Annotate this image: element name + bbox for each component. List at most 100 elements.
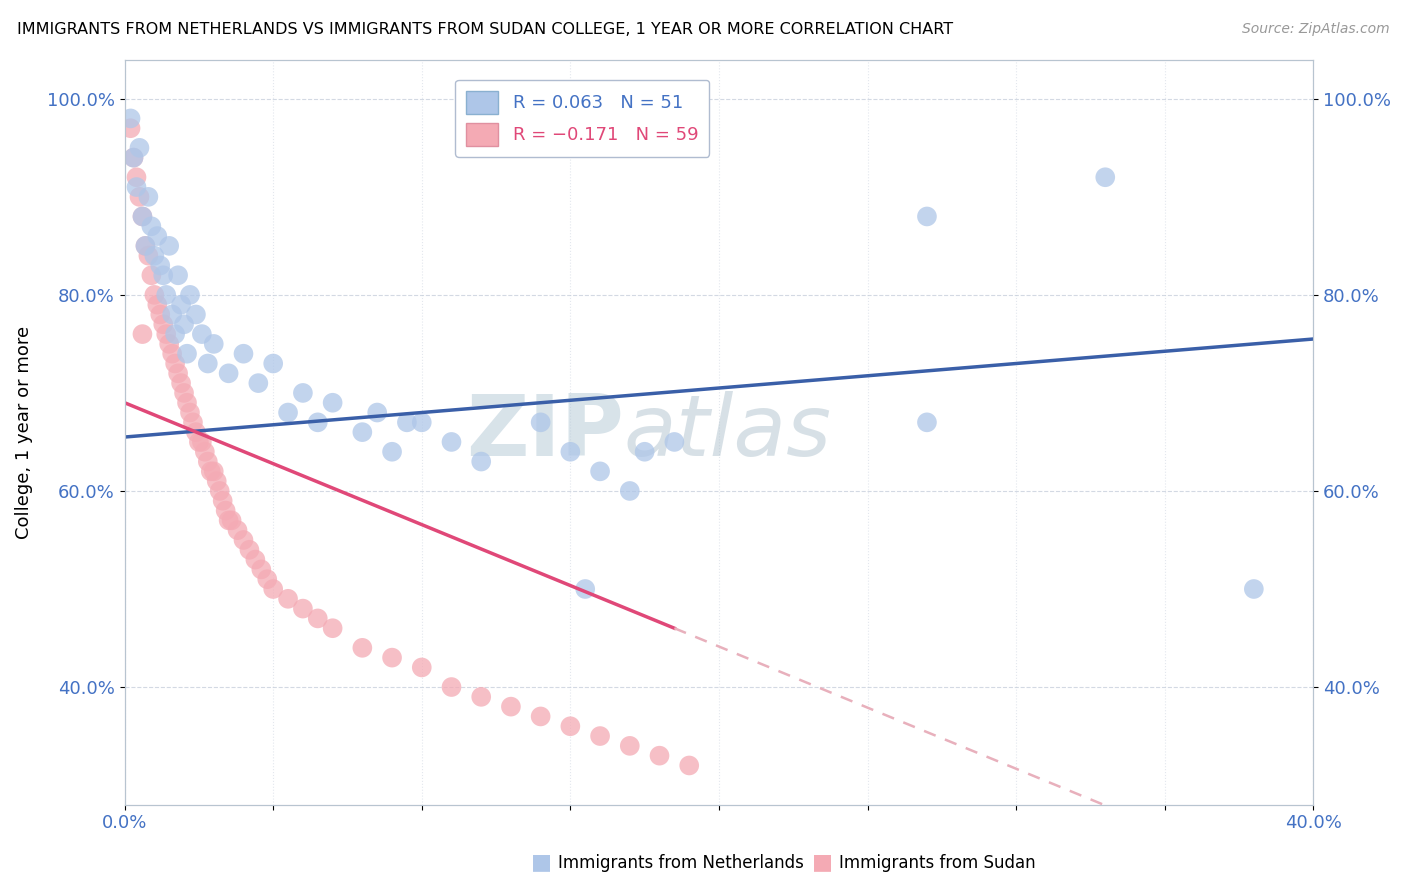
Point [176,395,198,409]
Point [128,141,150,155]
Legend: R = 0.063   N = 51, R = −0.171   N = 59: R = 0.063 N = 51, R = −0.171 N = 59 [456,79,710,157]
Point [131,327,153,342]
Point [134,239,156,253]
Point [160,347,183,361]
Point [146,298,169,312]
Point [131,210,153,224]
Point [247,376,270,391]
Point [170,376,193,391]
Point [202,464,225,478]
Point [232,347,254,361]
Point [157,239,180,253]
Point [250,562,273,576]
Point [173,385,195,400]
Text: atlas: atlas [624,391,832,474]
Point [152,318,174,332]
Point [395,415,418,429]
Point [915,415,938,429]
Point [152,268,174,283]
Point [200,464,222,478]
Point [221,513,243,527]
Point [176,347,198,361]
Text: Source: ZipAtlas.com: Source: ZipAtlas.com [1241,22,1389,37]
Point [262,582,284,596]
Point [138,249,160,263]
Point [619,739,641,753]
Point [194,444,217,458]
Point [589,729,612,743]
Point [291,385,314,400]
Point [157,337,180,351]
Point [187,434,209,449]
Point [155,288,177,302]
Point [352,640,374,655]
Point [381,444,404,458]
Point [143,288,166,302]
Point [470,454,492,468]
Point [184,425,207,439]
Point [232,533,254,547]
Point [440,434,463,449]
Point [499,699,522,714]
Text: Immigrants from Netherlands: Immigrants from Netherlands [558,855,804,872]
Point [149,259,172,273]
Point [411,660,433,674]
Point [179,405,201,419]
Point [202,337,225,351]
Point [184,308,207,322]
Text: ■: ■ [813,853,832,872]
Point [191,434,214,449]
Point [560,719,582,733]
Point [122,151,145,165]
Point [181,415,204,429]
Point [143,249,166,263]
Point [530,709,553,723]
Point [307,611,329,625]
Point [179,288,201,302]
Point [307,415,329,429]
Point [245,552,267,566]
Point [160,308,183,322]
Point [381,650,404,665]
Point [218,367,240,381]
Point [560,444,582,458]
Y-axis label: College, 1 year or more: College, 1 year or more [15,326,32,539]
Point [155,327,177,342]
Point [165,327,187,342]
Point [167,367,190,381]
Point [262,357,284,371]
Point [574,582,596,596]
Point [125,180,148,194]
Text: ■: ■ [531,853,551,872]
Point [1243,582,1265,596]
Point [197,454,219,468]
Point [277,591,299,606]
Point [411,415,433,429]
Point [131,210,153,224]
Point [205,474,228,488]
Point [291,601,314,615]
Point [366,405,388,419]
Point [167,268,190,283]
Point [915,210,938,224]
Text: IMMIGRANTS FROM NETHERLANDS VS IMMIGRANTS FROM SUDAN COLLEGE, 1 YEAR OR MORE COR: IMMIGRANTS FROM NETHERLANDS VS IMMIGRANT… [17,22,953,37]
Point [211,493,233,508]
Point [165,357,187,371]
Point [128,190,150,204]
Point [1094,170,1116,185]
Point [352,425,374,439]
Point [238,542,260,557]
Point [322,621,344,635]
Point [197,357,219,371]
Point [277,405,299,419]
Point [138,190,160,204]
Point [530,415,553,429]
Point [470,690,492,704]
Point [125,170,148,185]
Point [664,434,686,449]
Point [141,219,163,234]
Point [226,523,249,537]
Point [322,395,344,409]
Point [170,298,193,312]
Point [191,327,214,342]
